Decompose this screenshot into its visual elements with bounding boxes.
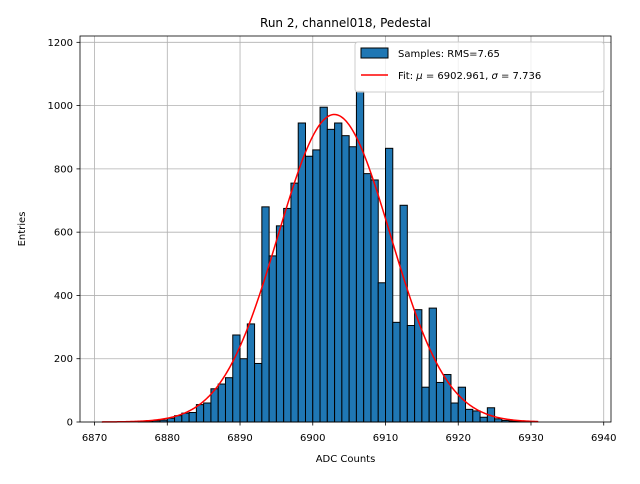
legend-hist-label: Samples: RMS=7.65 xyxy=(398,49,500,60)
y-tick-label: 400 xyxy=(54,291,73,302)
histogram-bar xyxy=(262,207,269,422)
histogram-bar xyxy=(429,308,436,422)
legend-fit-mu-symbol: μ xyxy=(415,71,422,82)
chart-title: Run 2, channel018, Pedestal xyxy=(260,16,431,30)
x-tick-label: 6920 xyxy=(446,433,471,444)
x-tick-label: 6910 xyxy=(373,433,398,444)
legend-fit-prefix: Fit: xyxy=(398,71,416,82)
histogram-bar xyxy=(495,419,502,422)
legend-hist-swatch xyxy=(361,48,388,58)
histogram-bar xyxy=(196,405,203,422)
histogram-bar xyxy=(364,174,371,422)
histogram-bar xyxy=(335,123,342,422)
y-tick-label: 0 xyxy=(67,418,73,429)
histogram-bar xyxy=(422,387,429,422)
histogram-bar xyxy=(458,387,465,422)
histogram-bar xyxy=(240,359,247,422)
histogram-bar xyxy=(291,183,298,422)
histogram-bar xyxy=(247,324,254,422)
histogram-bar xyxy=(371,180,378,422)
x-tick-label: 6940 xyxy=(591,433,616,444)
y-axis-label: Entries xyxy=(17,212,28,247)
histogram-bar xyxy=(386,148,393,422)
legend-fit-label: Fit: μ = 6902.961, σ = 7.736 xyxy=(398,71,541,82)
x-tick-label: 6890 xyxy=(227,433,252,444)
x-axis-label: ADC Counts xyxy=(316,454,376,465)
histogram-bar xyxy=(378,283,385,422)
histogram-bar xyxy=(393,322,400,422)
histogram-bar xyxy=(255,363,262,422)
histogram-bar xyxy=(480,417,487,422)
histogram-bar xyxy=(284,208,291,422)
x-tick-label: 6880 xyxy=(155,433,180,444)
histogram-bar xyxy=(407,326,414,423)
legend-fit-sigma-value: = 7.736 xyxy=(498,71,541,82)
histogram-bar xyxy=(451,403,458,422)
histogram-bar xyxy=(466,409,473,422)
histogram-bar xyxy=(327,129,334,422)
histogram-bar xyxy=(204,403,211,422)
y-tick-label: 1200 xyxy=(48,38,73,49)
y-tick-label: 1000 xyxy=(48,101,73,112)
histogram-bar xyxy=(320,107,327,422)
x-tick-label: 6900 xyxy=(300,433,325,444)
x-tick-label: 6930 xyxy=(518,433,543,444)
y-tick-label: 200 xyxy=(54,354,73,365)
histogram-bar xyxy=(225,378,232,422)
histogram-bar xyxy=(349,147,356,422)
histogram-bar xyxy=(313,150,320,422)
x-tick-label: 6870 xyxy=(82,433,107,444)
histogram-bar xyxy=(305,156,312,422)
histogram-bar xyxy=(400,205,407,422)
histogram-bar xyxy=(189,413,196,422)
histogram-bar xyxy=(276,226,283,422)
y-tick-label: 800 xyxy=(54,164,73,175)
y-tick-label: 600 xyxy=(54,228,73,239)
histogram-bar xyxy=(473,411,480,422)
legend-fit-mu-value: = 6902.961, xyxy=(423,71,492,82)
histogram-bar xyxy=(436,382,443,422)
histogram-bar xyxy=(269,256,276,422)
histogram-bar xyxy=(218,384,225,422)
histogram-bar xyxy=(342,136,349,422)
legend: Samples: RMS=7.65 Fit: μ = 6902.961, σ =… xyxy=(355,42,604,92)
